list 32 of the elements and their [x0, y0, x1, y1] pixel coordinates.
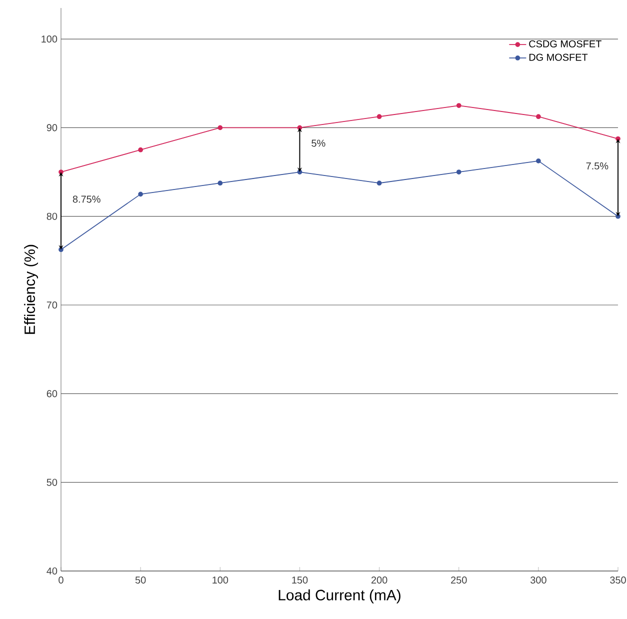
legend-label: CSDG MOSFET [529, 40, 602, 48]
point [218, 125, 223, 130]
x-tick-label: 0 [58, 576, 64, 584]
y-tick-label: 60 [46, 390, 58, 398]
point [138, 147, 144, 152]
x-axis-title: Load Current (mA) [278, 589, 400, 604]
point [536, 158, 541, 164]
legend-label: DG MOSFET [529, 54, 588, 61]
x-tick-label: 50 [135, 576, 146, 584]
y-tick-label: 100 [42, 36, 58, 43]
point [456, 170, 462, 174]
point [376, 180, 382, 186]
annotation: 8.75% [72, 196, 100, 203]
x-tick-label: 300 [530, 576, 546, 584]
y-tick-label: 80 [46, 212, 58, 220]
y-tick-label: 70 [46, 301, 58, 309]
point [456, 103, 462, 108]
x-tick-label: 200 [371, 576, 388, 584]
y-tick-label: 90 [46, 124, 58, 132]
x-tick-label: 150 [292, 576, 308, 584]
y-tick-label: 40 [46, 567, 58, 575]
x-tick-label: 100 [212, 576, 228, 584]
x-tick-label: 350 [610, 576, 626, 584]
point [218, 180, 223, 186]
y-tick-label: 50 [46, 478, 58, 486]
annotation: 7.5% [586, 162, 608, 170]
point [138, 192, 144, 197]
x-tick-label: 250 [451, 576, 467, 584]
point [536, 114, 541, 120]
annotation: 5% [312, 140, 326, 147]
point [376, 114, 382, 120]
y-axis-title: Efficiency (%) [24, 244, 38, 334]
